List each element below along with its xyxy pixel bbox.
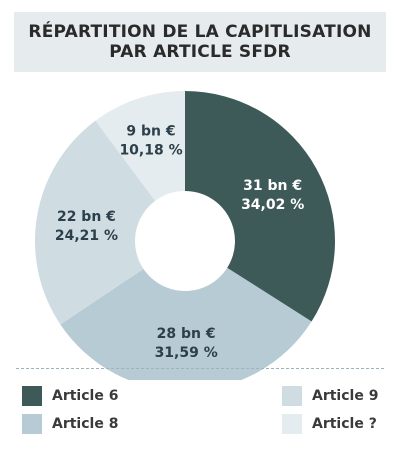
donut-slice-article-9 — [34, 120, 156, 325]
donut-slice-article-6 — [185, 91, 335, 322]
legend-label-article-8: Article 8 — [52, 416, 119, 432]
legend-swatch-article-6 — [22, 386, 42, 406]
slice-value-label-article-q: 9 bn € — [126, 123, 175, 139]
legend-swatch-article-q — [282, 414, 302, 434]
legend-label-article-q: Article ? — [312, 416, 377, 432]
slice-percent-label-article-9: 24,21 % — [55, 228, 118, 244]
slice-percent-label-article-6: 34,02 % — [241, 197, 304, 213]
legend-swatch-article-9 — [282, 386, 302, 406]
chart-legend: Article 6 Article 8 Article 9 Article ? — [0, 380, 400, 440]
slice-value-label-article-9: 22 bn € — [57, 209, 116, 225]
slice-percent-label-article-q: 10,18 % — [119, 142, 182, 158]
donut-chart: 31 bn € 34,02 % 28 bn € 31,59 % 22 bn € 24,21… — [34, 91, 335, 380]
chart-title-line-1: RÉPARTITION DE LA CAPITLISATION — [28, 22, 372, 42]
legend-swatch-article-8 — [22, 414, 42, 434]
slice-value-label-article-8: 28 bn € — [157, 326, 216, 342]
donut-slice-article-q — [95, 91, 185, 201]
slice-percent-label-article-8: 31,59 % — [155, 345, 218, 361]
donut-slice-article-8 — [60, 267, 312, 380]
legend-label-article-6: Article 6 — [52, 388, 119, 404]
chart-title-box: RÉPARTITION DE LA CAPITLISATION PAR ARTI… — [14, 12, 386, 72]
legend-divider — [16, 368, 384, 369]
slice-value-label-article-6: 31 bn € — [243, 178, 302, 194]
legend-label-article-9: Article 9 — [312, 388, 379, 404]
legend-item-article-6: Article 6 — [22, 386, 118, 406]
legend-item-article-q: Article ? — [282, 414, 377, 434]
legend-item-article-8: Article 8 — [22, 414, 118, 434]
chart-title-line-2: PAR ARTICLE SFDR — [109, 42, 291, 62]
legend-item-article-9: Article 9 — [282, 386, 378, 406]
